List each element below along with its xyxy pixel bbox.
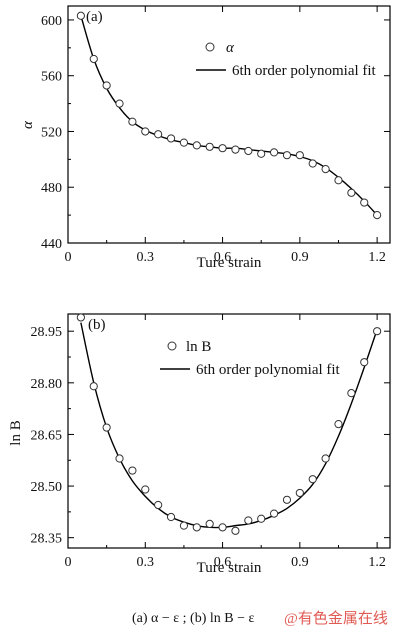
- y-tick-label-b: 28.50: [31, 480, 63, 495]
- data-point-b: [360, 358, 369, 367]
- data-point-b: [347, 389, 356, 398]
- data-point-a: [141, 127, 150, 136]
- y-tick-label-a: 440: [41, 237, 62, 252]
- y-axis-label-a: α: [20, 120, 36, 129]
- data-point-b: [179, 521, 189, 530]
- data-point-a: [128, 117, 137, 126]
- data-point-b: [128, 466, 137, 475]
- y-axis-label-b: ln B: [8, 420, 24, 445]
- data-point-a: [89, 54, 98, 64]
- data-point-b: [102, 423, 111, 432]
- data-point-b: [282, 495, 292, 504]
- data-points-b: [76, 313, 382, 535]
- data-point-b: [89, 382, 98, 391]
- data-point-b: [295, 488, 304, 498]
- axis-ticks-a: [67, 6, 390, 244]
- legend-marker-b: [167, 341, 177, 351]
- data-point-a: [192, 141, 201, 150]
- tick-labels-b: 0 0.3 0.6 0.9 1.2 28.35 28.50 28.65 28.80 28.95: [31, 325, 386, 570]
- panel-label-b: (b): [88, 317, 106, 333]
- data-point-a: [360, 198, 369, 207]
- data-point-a: [308, 159, 317, 168]
- y-tick-label-a: 480: [41, 181, 62, 196]
- data-point-b: [166, 512, 176, 522]
- x-tick-label-b: 0.6: [214, 555, 232, 570]
- plot-frame-b: [67, 313, 391, 549]
- data-point-b: [231, 526, 240, 535]
- data-point-b: [334, 420, 343, 429]
- y-tick-label-a: 560: [41, 70, 62, 85]
- legend-b: ln B 6th order polynomial fit: [160, 339, 341, 378]
- y-tick-label-b: 28.80: [31, 377, 63, 392]
- legend-label-line-a: 6th order polynomial fit: [232, 63, 377, 79]
- data-point-a: [269, 148, 279, 157]
- data-point-a: [282, 151, 292, 160]
- data-point-a: [218, 144, 227, 153]
- data-point-a: [76, 11, 85, 20]
- x-axis-label-b: Ture strain: [197, 560, 262, 576]
- data-point-a: [205, 142, 214, 151]
- data-point-b: [192, 523, 201, 532]
- data-point-a: [334, 176, 343, 185]
- legend-label-marker-b: ln B: [186, 339, 211, 355]
- data-point-a: [166, 134, 176, 143]
- x-tick-label-b: 1.2: [368, 555, 386, 570]
- data-point-b: [115, 454, 124, 463]
- data-point-a: [347, 188, 356, 197]
- data-point-a: [231, 145, 240, 154]
- data-point-b: [76, 313, 85, 322]
- data-point-a: [295, 151, 304, 160]
- fit-line-b: [80, 322, 378, 529]
- tick-labels-a: 0 0.3 0.6 0.9 1.2 440 480 520 560 600: [41, 14, 386, 265]
- y-tick-label-a: 600: [41, 14, 62, 29]
- x-tick-label-a: 1.2: [368, 250, 386, 265]
- x-tick-label-b: 0.9: [291, 555, 309, 570]
- y-tick-label-a: 520: [41, 125, 62, 140]
- data-point-a: [179, 138, 189, 147]
- legend-label-line-b: 6th order polynomial fit: [196, 362, 341, 378]
- legend-marker-a: [205, 42, 215, 52]
- data-point-b: [205, 519, 214, 529]
- x-tick-label-a: 0: [65, 250, 72, 265]
- data-point-b: [321, 454, 330, 463]
- data-point-a: [244, 146, 253, 156]
- figure-caption: (a) α − ε ; (b) ln B − ε: [132, 611, 254, 626]
- x-tick-label-a: 0.3: [137, 250, 155, 265]
- panel-label-a: (a): [86, 9, 103, 25]
- y-tick-label-b: 28.35: [31, 532, 63, 547]
- chart-panel-a: 0 0.3 0.6 0.9 1.2 440 480 520 560 600 (a) Ture st…: [20, 5, 391, 271]
- x-tick-label-b: 0: [65, 555, 72, 570]
- x-tick-label-a: 0.6: [214, 250, 232, 265]
- data-point-a: [257, 149, 266, 158]
- data-point-b: [269, 509, 279, 518]
- x-tick-label-a: 0.9: [291, 250, 309, 265]
- x-tick-label-b: 0.3: [137, 555, 155, 570]
- watermark: @有色金属在线: [284, 610, 388, 627]
- data-point-b: [154, 500, 163, 510]
- y-tick-label-b: 28.95: [31, 325, 63, 340]
- data-point-a: [115, 99, 124, 108]
- data-point-b: [257, 514, 266, 523]
- chart-panel-b: 0 0.3 0.6 0.9 1.2 28.35 28.50 28.65 28.80 28.95 (…: [8, 313, 391, 576]
- legend-a: α 6th order polynomial fit: [196, 40, 377, 79]
- x-axis-label-a: Ture strain: [197, 255, 262, 271]
- legend-label-marker-a: α: [226, 40, 235, 56]
- axis-ticks-b: [67, 314, 390, 548]
- data-point-b: [244, 516, 253, 525]
- data-point-b: [141, 485, 150, 494]
- data-points-a: [76, 11, 382, 220]
- data-point-a: [154, 130, 163, 139]
- data-point-a: [373, 211, 382, 220]
- data-point-a: [321, 165, 330, 174]
- data-point-b: [373, 327, 382, 336]
- y-tick-label-b: 28.65: [31, 428, 63, 443]
- data-point-b: [308, 475, 317, 484]
- plot-frame-a: [67, 5, 391, 244]
- data-point-b: [218, 523, 227, 532]
- data-point-a: [102, 81, 111, 90]
